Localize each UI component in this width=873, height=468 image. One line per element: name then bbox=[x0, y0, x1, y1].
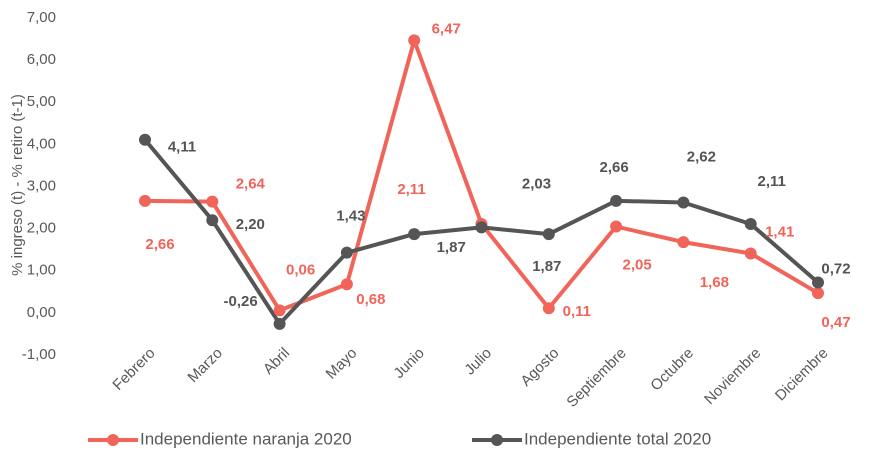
value-label: 2,05 bbox=[622, 256, 651, 273]
point bbox=[273, 304, 286, 317]
point bbox=[206, 214, 219, 227]
point bbox=[273, 317, 286, 330]
x-tick-label: Febrero bbox=[109, 345, 158, 394]
point bbox=[542, 302, 555, 315]
value-label: 0,47 bbox=[821, 314, 850, 331]
point bbox=[677, 196, 690, 209]
value-label: 4,11 bbox=[168, 139, 196, 156]
point bbox=[408, 34, 421, 47]
x-tick-label: Marzo bbox=[184, 345, 225, 386]
point bbox=[542, 228, 555, 241]
y-tick-label: -1,00 bbox=[22, 346, 56, 363]
x-tick-label: Junio bbox=[390, 345, 427, 382]
y-tick-label: 2,00 bbox=[27, 220, 56, 237]
value-label: 0,72 bbox=[821, 261, 850, 278]
value-label: 2,66 bbox=[145, 236, 174, 253]
x-tick-label: Julio bbox=[461, 345, 495, 379]
y-tick-label: 6,00 bbox=[27, 51, 56, 68]
value-label: 6,47 bbox=[432, 20, 461, 37]
legend-label: Independiente naranja 2020 bbox=[140, 429, 352, 448]
point bbox=[744, 247, 757, 260]
value-label: 1,68 bbox=[700, 274, 729, 291]
x-tick-label: Octubre bbox=[647, 345, 697, 395]
point bbox=[812, 287, 824, 300]
point bbox=[610, 194, 623, 207]
y-tick-label: 5,00 bbox=[27, 93, 56, 110]
value-label: 2,64 bbox=[236, 176, 266, 193]
point bbox=[677, 236, 690, 249]
legend-marker bbox=[491, 434, 503, 446]
legend-marker bbox=[107, 434, 119, 446]
value-label: 1,41 bbox=[765, 223, 794, 240]
point bbox=[340, 278, 353, 291]
point bbox=[206, 195, 219, 208]
y-tick-label: 4,00 bbox=[27, 135, 56, 152]
value-label: 2,11 bbox=[397, 181, 425, 198]
point bbox=[744, 217, 757, 230]
y-tick-label: 0,00 bbox=[27, 304, 56, 321]
point bbox=[340, 246, 353, 259]
value-label: 1,87 bbox=[532, 258, 561, 275]
value-label: 0,11 bbox=[563, 303, 591, 320]
value-label: 2,20 bbox=[236, 216, 265, 233]
x-tick-label: Noviembre bbox=[701, 345, 764, 408]
value-label: 0,68 bbox=[356, 291, 385, 308]
x-tick-label: Septiembre bbox=[563, 345, 629, 411]
value-label: 2,62 bbox=[687, 148, 716, 165]
value-label: 2,03 bbox=[522, 175, 551, 192]
x-tick-label: Diciembre bbox=[772, 345, 832, 405]
value-label: 0,06 bbox=[286, 261, 315, 278]
point bbox=[475, 221, 488, 234]
y-axis-label: % ingreso (t) - % retiro (t-1) bbox=[9, 94, 26, 276]
point bbox=[610, 220, 623, 233]
y-tick-label: 1,00 bbox=[27, 262, 56, 279]
x-tick-label: Abril bbox=[260, 345, 293, 378]
value-label: 2,66 bbox=[599, 159, 628, 176]
value-label: -0,26 bbox=[223, 293, 257, 310]
x-tick-label: Mayo bbox=[323, 345, 361, 383]
y-tick-label: 3,00 bbox=[27, 177, 56, 194]
value-label: 2,11 bbox=[758, 173, 786, 190]
legend-label: Independiente total 2020 bbox=[524, 429, 711, 448]
y-tick-label: 7,00 bbox=[27, 9, 56, 26]
point bbox=[139, 133, 151, 146]
value-label: 1,43 bbox=[336, 208, 365, 225]
point bbox=[812, 276, 824, 289]
point bbox=[408, 228, 421, 241]
value-label: 1,87 bbox=[437, 239, 466, 256]
x-tick-label: Agosto bbox=[517, 345, 562, 390]
point bbox=[139, 194, 151, 207]
